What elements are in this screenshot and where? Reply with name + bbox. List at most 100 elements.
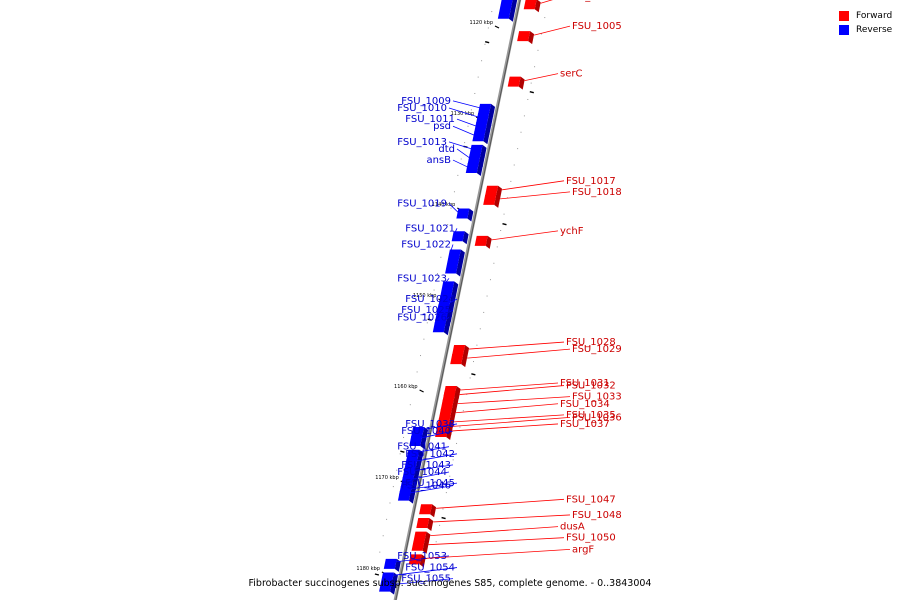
- gene-block-fsu-1004[interactable]: [497, 0, 518, 22]
- gene-block-dusa[interactable]: [413, 531, 431, 545]
- gene-block-psd[interactable]: [472, 131, 490, 145]
- scale-tick-label: 1120 kbp: [469, 20, 493, 26]
- gene-leader-line: [382, 567, 458, 577]
- minor-tick-dot: [399, 453, 401, 455]
- gene-block-ansb[interactable]: [465, 163, 483, 177]
- gene-label[interactable]: FSU_1019: [397, 199, 447, 210]
- gene-label[interactable]: FSU_1034: [560, 399, 610, 410]
- gene-block-fsu-1053[interactable]: [383, 558, 401, 572]
- gene-label[interactable]: FSU_1048: [572, 510, 622, 521]
- gene-block-ychf[interactable]: [474, 235, 492, 249]
- gene-label[interactable]: FSU_1024: [405, 294, 455, 305]
- minor-tick-dot: [520, 131, 522, 133]
- gene-label[interactable]: FSU_1047: [566, 494, 616, 505]
- scale-tick-label: 1160 kbp: [394, 384, 418, 390]
- gene-block-fsu-1013[interactable]: [469, 144, 487, 158]
- gene-label[interactable]: FSU_1053: [397, 551, 447, 562]
- gene-block-serc[interactable]: [507, 76, 525, 90]
- gene-block-fsu-1047[interactable]: [419, 504, 437, 518]
- gene-label[interactable]: serC: [560, 69, 582, 80]
- gene-label[interactable]: FSU_1032: [566, 381, 616, 392]
- gene-block-fsu-1017[interactable]: [485, 185, 503, 199]
- gene-block-fsu-1054[interactable]: [380, 572, 398, 586]
- gene-label[interactable]: FSU_1043: [401, 460, 451, 471]
- minor-tick-dot: [464, 142, 466, 144]
- gene-label[interactable]: FSU_1046: [401, 481, 451, 492]
- minor-tick-dot: [420, 355, 422, 357]
- gene-label[interactable]: ychF: [560, 226, 584, 237]
- gene-label[interactable]: FSU_1013: [397, 137, 447, 148]
- gene-block-fsu-1024[interactable]: [436, 304, 454, 318]
- gene-block-fsu-1022[interactable]: [445, 249, 465, 277]
- gene-label[interactable]: FSU_1026: [397, 312, 447, 323]
- gene-label[interactable]: FSU_1005: [572, 21, 622, 32]
- gene-label[interactable]: FSU_1045: [405, 478, 455, 489]
- minor-tick-dot: [456, 442, 458, 444]
- minor-tick-dot: [392, 486, 394, 488]
- gene-label[interactable]: ansB: [426, 155, 451, 166]
- gene-label[interactable]: FSU_1018: [572, 187, 622, 198]
- gene-label[interactable]: FSU_1042: [405, 449, 455, 460]
- gene-leader-line: [457, 396, 571, 405]
- gene-label[interactable]: psd: [433, 121, 451, 132]
- gene-label[interactable]: FSU_1021: [405, 223, 455, 234]
- gene-label[interactable]: FSU_1028: [566, 337, 616, 348]
- gene-label[interactable]: FSU_1035: [566, 410, 616, 421]
- gene-label[interactable]: FSU_1022: [401, 240, 451, 251]
- gene-label[interactable]: FSU_1023: [397, 273, 447, 284]
- gene-label[interactable]: FSU_1038: [405, 419, 455, 430]
- gene-label[interactable]: FSU_1003: [566, 0, 616, 2]
- gene-leader-line: [452, 423, 559, 432]
- gene-label[interactable]: FSU_1041: [397, 442, 447, 453]
- gene-leader-line: [408, 446, 450, 455]
- minor-tick-dot: [445, 492, 447, 494]
- gene-label[interactable]: FSU_1031: [560, 378, 610, 389]
- gene-label[interactable]: FSU_1009: [401, 96, 451, 107]
- gene-label[interactable]: FSU_1036: [572, 412, 622, 423]
- gene-label[interactable]: FSU_1025: [401, 305, 451, 316]
- gene-leader-line: [442, 278, 450, 286]
- gene-block-fsu-1005[interactable]: [517, 31, 535, 45]
- gene-block-fsu-1032[interactable]: [442, 390, 460, 404]
- gene-block-fsu-1019[interactable]: [456, 208, 474, 222]
- gene-leader-line: [467, 348, 571, 359]
- gene-label[interactable]: FSU_1033: [572, 392, 622, 403]
- gene-label[interactable]: dtd: [438, 144, 455, 155]
- gene-block-fsu-1033[interactable]: [440, 399, 458, 413]
- gene-label[interactable]: FSU_1055: [401, 574, 451, 585]
- minor-tick-dot: [479, 328, 481, 330]
- gene-block-fsu-1021[interactable]: [451, 231, 469, 245]
- gene-block-fsu-1034[interactable]: [438, 408, 456, 422]
- gene-block-fsu-1011[interactable]: [474, 122, 492, 136]
- minor-tick-dot: [476, 344, 478, 346]
- gene-label[interactable]: FSU_1037: [560, 419, 610, 430]
- minor-tick-dot: [439, 524, 441, 526]
- gene-label[interactable]: FSU_1044: [397, 467, 447, 478]
- gene-label[interactable]: FSU_1010: [397, 103, 447, 114]
- gene-block-fsu-1003[interactable]: [523, 0, 541, 13]
- gene-label[interactable]: FSU_1011: [405, 114, 455, 125]
- gene-block-fsu-1025[interactable]: [434, 313, 452, 327]
- minor-tick-dot: [496, 246, 498, 248]
- gene-block-fsu-1050[interactable]: [411, 540, 429, 554]
- minor-tick-dot: [382, 535, 384, 537]
- minor-tick-dot: [503, 213, 505, 215]
- gene-block-fsu-1010[interactable]: [476, 113, 494, 126]
- gene-label[interactable]: argF: [572, 544, 594, 555]
- gene-label[interactable]: FSU_1017: [566, 176, 616, 187]
- gene-block-fsu-1009[interactable]: [478, 103, 496, 117]
- gene-block-fsu-1018[interactable]: [483, 194, 501, 208]
- gene-leader-line: [385, 555, 450, 564]
- gene-label[interactable]: FSU_1050: [566, 533, 616, 544]
- gene-block-fsu-1029[interactable]: [450, 354, 468, 368]
- gene-block-fsu-1026[interactable]: [432, 322, 450, 336]
- minor-tick-dot: [452, 459, 454, 461]
- gene-label[interactable]: FSU_1040: [401, 426, 451, 437]
- gene-label[interactable]: FSU_1029: [572, 344, 622, 355]
- gene-block-fsu-1028[interactable]: [452, 345, 470, 359]
- gene-block-fsu-1048[interactable]: [416, 517, 434, 531]
- gene-label[interactable]: dusA: [560, 522, 585, 533]
- gene-block-dtd[interactable]: [467, 153, 485, 167]
- gene-label[interactable]: FSU_1054: [405, 563, 455, 574]
- legend-label-reverse: Reverse: [856, 25, 893, 35]
